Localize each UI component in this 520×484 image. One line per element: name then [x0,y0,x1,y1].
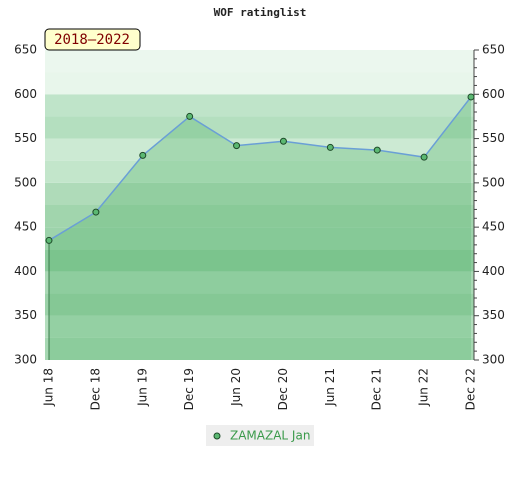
band [45,337,474,360]
marker [92,208,100,216]
band [45,138,474,161]
band [45,205,474,228]
y-tick-label: 450 [14,220,37,234]
plot [45,50,474,360]
x-tick-label: Jun 22 [417,368,431,407]
marker [326,143,334,151]
y2-tick-label: 600 [482,87,505,101]
y2-tick-label: 300 [482,353,505,367]
legend-marker [213,432,221,440]
y2-tick-label: 500 [482,175,505,189]
band [45,271,474,294]
marker [373,146,381,154]
y-tick-label: 500 [14,175,37,189]
band [45,116,474,139]
x-tick-label: Jun 20 [229,368,243,407]
y-tick-label: 650 [14,43,37,57]
x-tick-label: Jun 19 [135,368,149,407]
band [45,160,474,183]
marker [420,153,428,161]
y2-tick-label: 650 [482,43,505,57]
x-tick-label: Jun 18 [42,368,56,407]
x-tick-label: Dec 21 [370,368,384,410]
y2-tick-label: 400 [482,264,505,278]
y-tick-label: 600 [14,87,37,101]
line [48,96,472,242]
marker [467,93,475,101]
x-tick-label: Dec 20 [276,368,290,410]
y-tick-label: 400 [14,264,37,278]
x-tick-label: Dec 18 [88,368,102,410]
legend-label: ZAMAZAL Jan [230,429,310,443]
legend [206,425,314,446]
band [45,227,474,250]
marker [186,112,194,120]
band [45,94,474,117]
band [45,182,474,205]
marker [45,236,53,244]
y2-tick-label: 550 [482,131,505,145]
y-tick-label: 350 [14,308,37,322]
marker [279,137,287,145]
x-tick-label: Dec 22 [464,368,478,410]
y2-tick-label: 350 [482,308,505,322]
band [45,50,474,73]
y-tick-label: 300 [14,353,37,367]
x-tick-label: Dec 19 [182,368,196,410]
y2-tick-label: 450 [482,220,505,234]
marker [139,151,147,159]
x-tick-label: Jun 21 [323,368,337,407]
annotation-box [44,28,141,51]
area [49,96,471,360]
y-tick-label: 550 [14,131,37,145]
marker [233,142,241,150]
annotation: 2018–2022 [54,32,130,48]
chart-title: WOF ratinglist [214,6,307,19]
band [45,293,474,316]
band [45,315,474,338]
band [45,72,474,95]
band [45,249,474,272]
